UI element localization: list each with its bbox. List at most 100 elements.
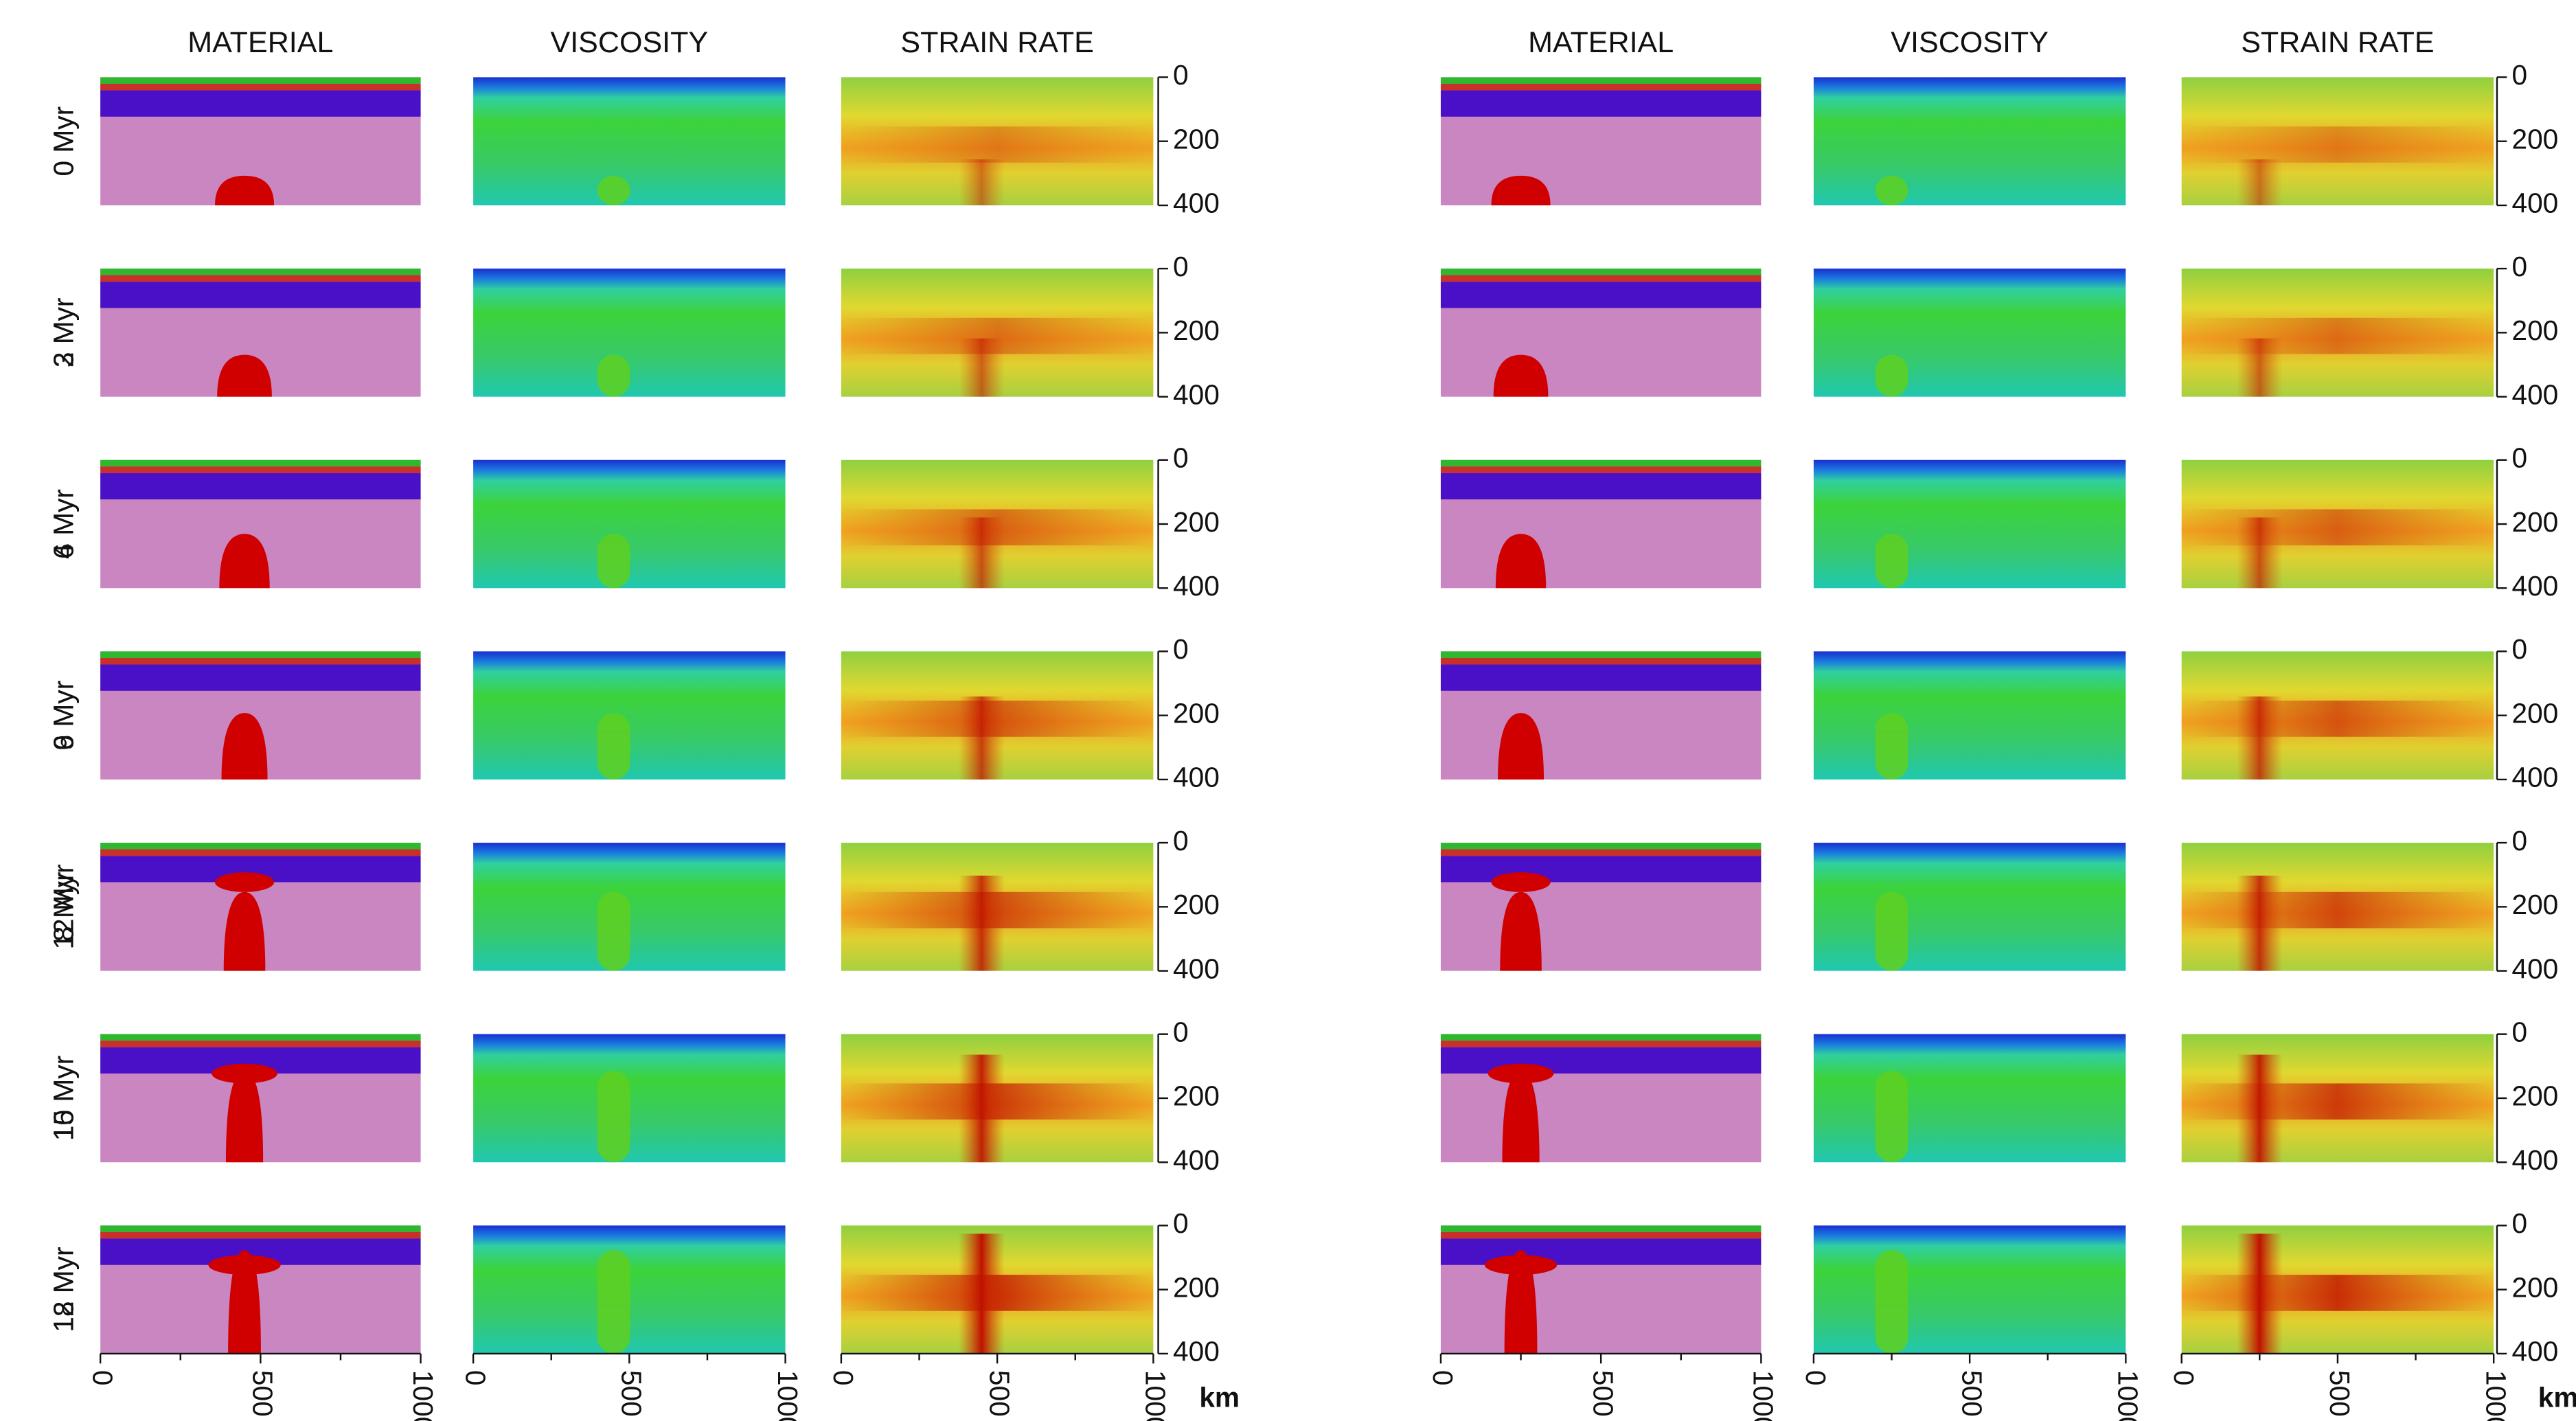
x-tick-label: 1000 bbox=[1140, 1370, 1172, 1421]
depth-tick-label: 0 bbox=[1173, 1207, 1189, 1239]
depth-tick-label: 400 bbox=[1173, 187, 1220, 219]
strain-plume bbox=[958, 338, 1005, 397]
strain-plume bbox=[958, 517, 1005, 589]
depth-tick-label: 400 bbox=[1173, 762, 1220, 793]
x-tick-label: 1000 bbox=[772, 1370, 803, 1421]
x-tick-label: 0 bbox=[1427, 1370, 1459, 1386]
crust-red bbox=[100, 849, 421, 856]
viscosity-plume bbox=[597, 534, 630, 589]
lithosphere bbox=[1440, 1047, 1762, 1074]
depth-tick-label: 0 bbox=[2511, 59, 2527, 91]
crust-red bbox=[1440, 1231, 1762, 1239]
plume-head bbox=[214, 872, 275, 892]
crust-red bbox=[1440, 466, 1762, 473]
depth-tick-label: 200 bbox=[1173, 1271, 1220, 1303]
crust-red bbox=[1440, 1041, 1762, 1047]
x-unit: km bbox=[2538, 1382, 2576, 1413]
depth-tick-label: 0 bbox=[2511, 1016, 2527, 1047]
plume-head bbox=[1491, 872, 1551, 892]
depth-tick-label: 200 bbox=[2511, 506, 2558, 538]
depth-tick-label: 0 bbox=[1173, 633, 1189, 665]
depth-tick-label: 200 bbox=[2511, 123, 2558, 155]
depth-tick-label: 0 bbox=[1173, 59, 1189, 91]
row-label: 12 Myr bbox=[48, 864, 80, 949]
row-label: 15 Myr bbox=[48, 1056, 80, 1141]
plume bbox=[1495, 534, 1547, 589]
strain-band bbox=[2181, 1275, 2494, 1311]
plume bbox=[1493, 354, 1549, 397]
row-label: 6 Myr bbox=[48, 489, 80, 559]
viscosity-plume bbox=[1875, 175, 1908, 205]
plume bbox=[217, 354, 272, 397]
viscosity-plume bbox=[597, 1250, 630, 1354]
row-label: 2 Myr bbox=[48, 298, 80, 368]
x-tick-label: 1000 bbox=[2112, 1370, 2144, 1421]
x-tick-label: 0 bbox=[1800, 1370, 1832, 1386]
depth-tick-label: 0 bbox=[2511, 825, 2527, 856]
strain-plume bbox=[2236, 159, 2283, 205]
x-tick-label: 1000 bbox=[407, 1370, 439, 1421]
strain-band bbox=[2181, 126, 2494, 163]
crust-red bbox=[1440, 275, 1762, 282]
column-header: MATERIAL bbox=[1528, 26, 1674, 59]
plume bbox=[1498, 713, 1545, 780]
crust-green bbox=[1440, 269, 1762, 275]
depth-tick-label: 400 bbox=[1173, 953, 1220, 984]
row-label: 8 Myr bbox=[48, 872, 80, 942]
depth-tick-label: 0 bbox=[2511, 442, 2527, 473]
x-tick-label: 1000 bbox=[1748, 1370, 1779, 1421]
depth-tick-label: 200 bbox=[2511, 697, 2558, 729]
strain-plume bbox=[2236, 696, 2283, 780]
crust-green bbox=[100, 1225, 421, 1232]
lithosphere bbox=[1440, 856, 1762, 883]
plume bbox=[1504, 1250, 1538, 1354]
x-tick-label: 500 bbox=[616, 1370, 648, 1417]
lithosphere bbox=[100, 473, 421, 500]
viscosity-plume bbox=[1875, 1071, 1908, 1163]
depth-tick-label: 400 bbox=[2511, 953, 2558, 984]
plume-head bbox=[1488, 1063, 1554, 1084]
lithosphere bbox=[1440, 282, 1762, 308]
depth-tick-label: 0 bbox=[1173, 251, 1189, 282]
depth-tick-label: 400 bbox=[1173, 378, 1220, 410]
strain-plume bbox=[2236, 517, 2283, 589]
viscosity-plume bbox=[597, 354, 630, 397]
crust-red bbox=[1440, 657, 1762, 665]
viscosity-plume bbox=[597, 713, 630, 780]
crust-green bbox=[1440, 1225, 1762, 1232]
plume-head bbox=[212, 1063, 277, 1084]
column-header: MATERIAL bbox=[187, 26, 333, 59]
row-label: 10 Myr bbox=[48, 1056, 80, 1141]
crust-green bbox=[1440, 77, 1762, 84]
plume-head bbox=[208, 1255, 281, 1275]
lithosphere bbox=[1440, 473, 1762, 500]
viscosity-field bbox=[1813, 77, 2126, 205]
depth-tick-label: 200 bbox=[1173, 123, 1220, 155]
plume bbox=[1491, 175, 1551, 205]
strain-plume bbox=[958, 1234, 1005, 1354]
row-label: 12 Myr bbox=[48, 1247, 80, 1332]
plume bbox=[228, 1250, 261, 1354]
viscosity-plume bbox=[1875, 713, 1908, 780]
viscosity-field bbox=[1813, 1225, 2126, 1354]
depth-tick-label: 400 bbox=[1173, 1336, 1220, 1367]
column-header: STRAIN RATE bbox=[900, 26, 1093, 59]
row-label: 6 Myr bbox=[48, 681, 80, 751]
depth-tick-label: 0 bbox=[1173, 1016, 1189, 1047]
viscosity-plume bbox=[597, 1071, 630, 1163]
crust-red bbox=[100, 1041, 421, 1047]
column-header: STRAIN RATE bbox=[2241, 26, 2434, 59]
depth-tick-label: 200 bbox=[2511, 889, 2558, 920]
crust-red bbox=[100, 275, 421, 282]
strain-band bbox=[2181, 509, 2494, 546]
depth-tick-label: 400 bbox=[2511, 187, 2558, 219]
depth-tick-label: 200 bbox=[2511, 1080, 2558, 1112]
strain-plume bbox=[958, 1054, 1005, 1163]
plume bbox=[1500, 891, 1542, 971]
viscosity-field bbox=[473, 77, 786, 205]
crust-red bbox=[100, 83, 421, 91]
x-tick-label: 500 bbox=[2324, 1370, 2356, 1417]
lithosphere bbox=[1440, 664, 1762, 691]
crust-green bbox=[1440, 843, 1762, 850]
x-tick-label: 500 bbox=[247, 1370, 279, 1417]
